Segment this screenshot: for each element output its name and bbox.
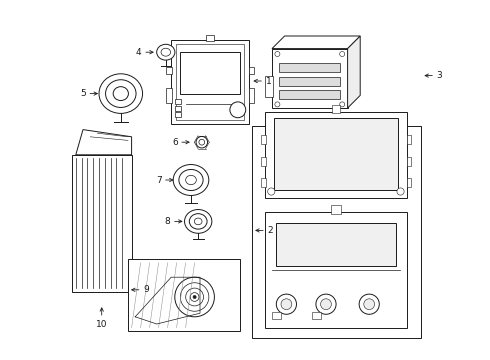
- Bar: [72, 155, 132, 292]
- Bar: [171, 40, 248, 124]
- Bar: [206, 35, 214, 41]
- Circle shape: [359, 294, 379, 314]
- Ellipse shape: [99, 74, 143, 113]
- Circle shape: [364, 299, 374, 310]
- Ellipse shape: [186, 175, 196, 185]
- Text: 4: 4: [136, 48, 142, 57]
- Bar: [279, 77, 341, 86]
- Bar: [272, 49, 347, 108]
- Polygon shape: [76, 130, 132, 155]
- Bar: [175, 44, 245, 120]
- Ellipse shape: [189, 214, 207, 229]
- Circle shape: [199, 139, 205, 145]
- Ellipse shape: [185, 210, 212, 233]
- Polygon shape: [272, 36, 360, 49]
- Text: 9: 9: [143, 285, 149, 294]
- Circle shape: [190, 293, 199, 301]
- Bar: [330, 205, 342, 214]
- Text: 5: 5: [80, 89, 86, 98]
- Text: 3: 3: [437, 71, 442, 80]
- Circle shape: [397, 188, 404, 195]
- Bar: [272, 312, 281, 319]
- Bar: [248, 67, 254, 74]
- Circle shape: [275, 51, 280, 57]
- Text: 6: 6: [172, 138, 178, 147]
- Circle shape: [275, 102, 280, 107]
- Circle shape: [340, 102, 345, 107]
- Bar: [175, 112, 181, 117]
- Ellipse shape: [173, 165, 209, 195]
- Text: 8: 8: [165, 217, 171, 226]
- Bar: [248, 88, 254, 103]
- Bar: [274, 118, 398, 190]
- Circle shape: [268, 188, 275, 195]
- Ellipse shape: [179, 170, 203, 190]
- Bar: [407, 178, 411, 187]
- Bar: [407, 157, 411, 166]
- Bar: [265, 112, 407, 198]
- Bar: [279, 90, 341, 99]
- Bar: [128, 259, 240, 331]
- Bar: [175, 99, 181, 104]
- Circle shape: [180, 283, 209, 311]
- Text: 2: 2: [268, 226, 273, 235]
- Bar: [252, 126, 421, 338]
- Ellipse shape: [161, 48, 171, 56]
- Ellipse shape: [195, 218, 202, 225]
- Bar: [261, 157, 266, 166]
- Circle shape: [276, 294, 296, 314]
- Ellipse shape: [157, 44, 175, 60]
- Bar: [180, 52, 240, 94]
- Bar: [312, 312, 320, 319]
- Circle shape: [320, 299, 331, 310]
- Bar: [166, 67, 171, 74]
- Circle shape: [196, 136, 208, 148]
- Text: 7: 7: [156, 176, 162, 185]
- Polygon shape: [347, 36, 360, 108]
- Circle shape: [340, 51, 345, 57]
- Ellipse shape: [105, 80, 136, 107]
- Circle shape: [175, 277, 215, 317]
- Bar: [261, 178, 266, 187]
- Circle shape: [193, 296, 196, 298]
- Bar: [261, 135, 266, 144]
- Text: 10: 10: [96, 320, 107, 329]
- Bar: [332, 105, 340, 113]
- Bar: [265, 76, 273, 97]
- Bar: [166, 88, 171, 103]
- Bar: [407, 135, 411, 144]
- Bar: [265, 212, 407, 328]
- Circle shape: [230, 102, 245, 118]
- Bar: [275, 223, 396, 266]
- Ellipse shape: [113, 87, 128, 100]
- Circle shape: [316, 294, 336, 314]
- Bar: [175, 106, 181, 111]
- Circle shape: [281, 299, 292, 310]
- Circle shape: [186, 288, 203, 306]
- Text: 1: 1: [266, 77, 271, 86]
- Bar: [279, 63, 341, 72]
